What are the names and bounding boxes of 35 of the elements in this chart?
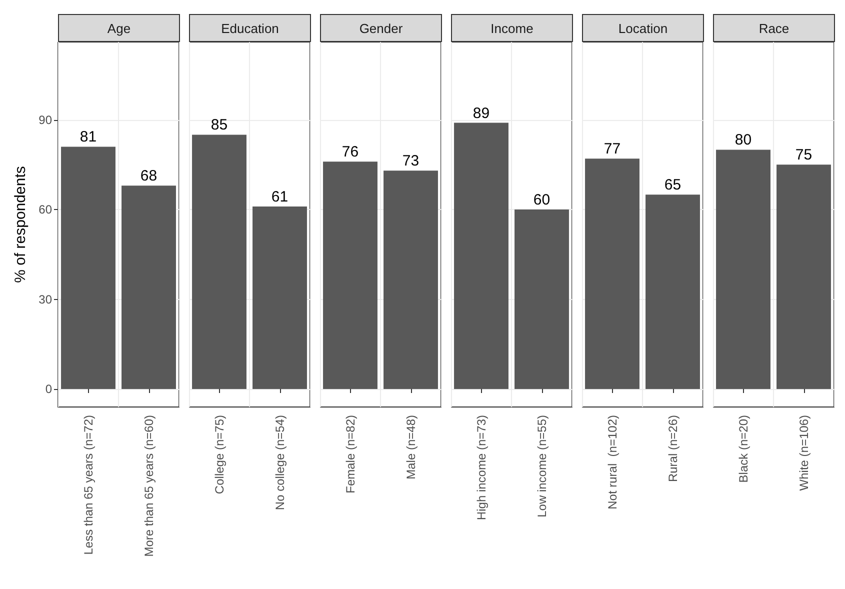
chart-title: Gender bbox=[320, 14, 442, 42]
y-tick-label: 90 bbox=[38, 112, 52, 127]
chart-title: Location bbox=[582, 14, 704, 42]
data-label: 85 bbox=[210, 116, 228, 134]
y-axis-title: % of respondents bbox=[12, 166, 29, 283]
x-tick-label: More than 65 years (n=60) bbox=[142, 415, 156, 557]
x-tick-label: Female (n=82) bbox=[343, 415, 358, 494]
x-tick-label: Low income (n=55) bbox=[534, 415, 549, 518]
y-tick-label: 30 bbox=[38, 292, 52, 306]
data-label: 76 bbox=[342, 144, 359, 161]
x-tick-label: Less than 65 years (n=72) bbox=[81, 415, 96, 555]
chart-title: Income bbox=[451, 14, 573, 42]
data-label: 73 bbox=[402, 152, 420, 170]
x-tick-label: High income (n=73) bbox=[474, 415, 488, 520]
data-label: 80 bbox=[734, 132, 752, 149]
y-tick-label: 0 bbox=[45, 382, 52, 396]
x-tick-label: No college (n=54) bbox=[272, 415, 287, 510]
data-label: 77 bbox=[604, 140, 621, 158]
x-tick-label: College (n=75) bbox=[212, 415, 226, 494]
chart-title: Age bbox=[58, 14, 180, 42]
x-tick-label: Not rural (n=102) bbox=[605, 415, 620, 510]
chart-title: Race bbox=[713, 14, 835, 42]
chart-title: Education bbox=[189, 14, 311, 42]
data-label: 75 bbox=[795, 146, 812, 164]
data-label: 81 bbox=[80, 128, 97, 146]
data-label: 89 bbox=[472, 104, 490, 122]
x-tick-label: White (n=106) bbox=[796, 414, 811, 491]
x-tick-label: Rural (n=26) bbox=[666, 414, 680, 482]
data-label: 68 bbox=[140, 168, 158, 185]
data-label: 65 bbox=[664, 176, 682, 194]
x-tick-label: Black (n=20) bbox=[736, 415, 750, 483]
data-label: 61 bbox=[271, 188, 288, 206]
x-tick-label: Male (n=48) bbox=[404, 415, 418, 480]
y-tick-label: 60 bbox=[38, 202, 52, 217]
data-label: 60 bbox=[533, 192, 550, 209]
